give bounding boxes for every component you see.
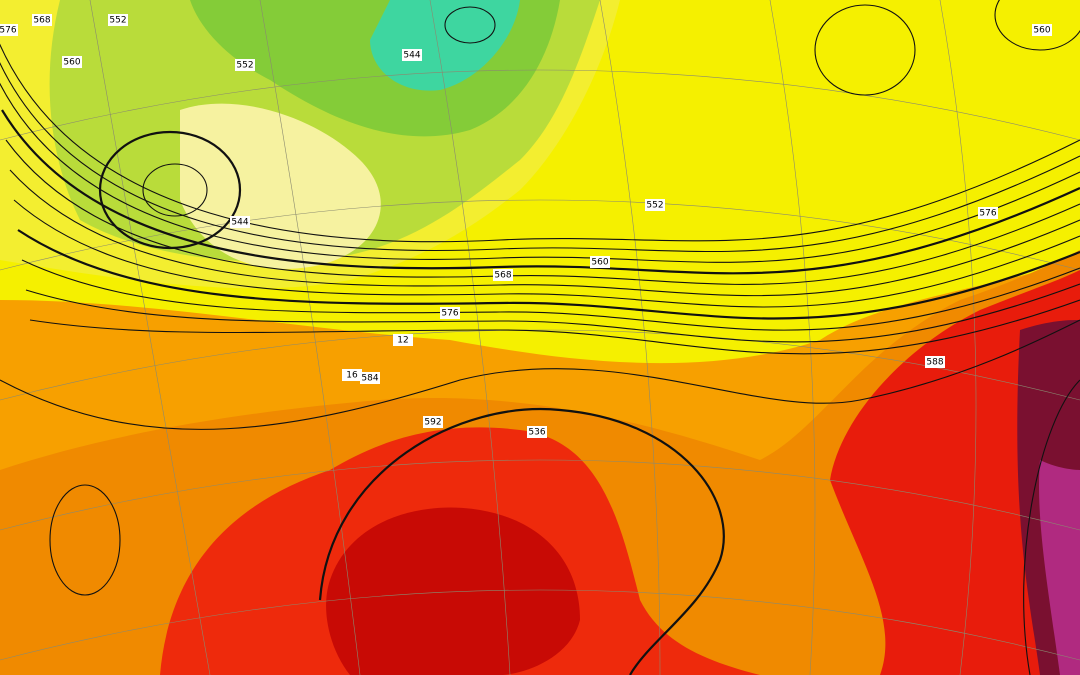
label-box [978, 207, 998, 219]
height-contour [29, 299, 1080, 355]
label-box [32, 14, 52, 26]
label-box [108, 14, 128, 26]
contour-label: 576 [979, 209, 996, 219]
red-zone-east [830, 270, 1080, 675]
closed-contour [814, 4, 916, 96]
dark-red-zone [326, 507, 580, 675]
contour-label: 560 [591, 258, 608, 268]
meridian [429, 0, 511, 675]
meridian [769, 0, 816, 675]
label-box [342, 369, 362, 381]
height-contour [21, 259, 1080, 331]
contour-label: 12 [397, 336, 408, 346]
contour-label: 16 [346, 371, 358, 381]
height-contour [25, 283, 1080, 343]
label-box [440, 307, 460, 319]
parallel [0, 459, 1080, 531]
label-box [393, 334, 413, 346]
label-box [925, 356, 945, 368]
height-contour [318, 407, 725, 675]
parallel [0, 589, 1080, 661]
meridian [259, 0, 361, 675]
contour-label: 544 [231, 218, 248, 228]
label-box [645, 199, 665, 211]
label-box [230, 216, 250, 228]
label-box [235, 59, 255, 71]
closed-contour [142, 163, 208, 217]
contour-label: 552 [236, 61, 253, 71]
label-box [590, 256, 610, 268]
label-box [402, 49, 422, 61]
contour-label: 544 [403, 51, 420, 61]
closed-contour [444, 6, 496, 44]
label-box [360, 372, 380, 384]
contour-label: 560 [63, 58, 80, 68]
label-box [1032, 24, 1052, 36]
meridian [939, 0, 977, 675]
parallel [0, 199, 1080, 271]
closed-contour [49, 484, 121, 596]
contour-label: 552 [646, 201, 663, 211]
height-contour [13, 199, 1080, 308]
closed-contour [994, 0, 1080, 51]
teal-zone [370, 0, 520, 91]
contour-label: 552 [109, 16, 126, 26]
contour-label: 568 [33, 16, 50, 26]
height-contour [0, 319, 1080, 430]
label-box [423, 416, 443, 428]
contour-label: 560 [1033, 26, 1050, 36]
parallel [0, 69, 1080, 141]
contour-label: 588 [926, 358, 943, 368]
contour-label: 576 [0, 26, 17, 36]
contour-label: 576 [441, 309, 458, 319]
contour-label: 584 [361, 374, 378, 384]
contour-labels: 576 568 560 552 552 544 544 552 560 568 576 584 592 5… [0, 14, 1052, 438]
meridian [599, 0, 661, 675]
height-contour [9, 169, 1080, 297]
label-box [493, 269, 513, 281]
height-contour [0, 61, 1080, 253]
height-contour [1, 109, 1080, 275]
height-contour [17, 229, 1080, 320]
purple-zone [1039, 460, 1080, 675]
label-box [0, 24, 18, 36]
meridian [89, 0, 211, 675]
height-contour [0, 82, 1080, 263]
label-box [62, 56, 82, 68]
label-box [527, 426, 547, 438]
contour-label: 536 [528, 428, 545, 438]
closed-contour [98, 130, 242, 250]
contour-label: 592 [424, 418, 441, 428]
contour-label: 568 [494, 271, 511, 281]
parallel [0, 329, 1080, 401]
height-contour [0, 43, 1080, 243]
height-contour [1023, 379, 1080, 675]
